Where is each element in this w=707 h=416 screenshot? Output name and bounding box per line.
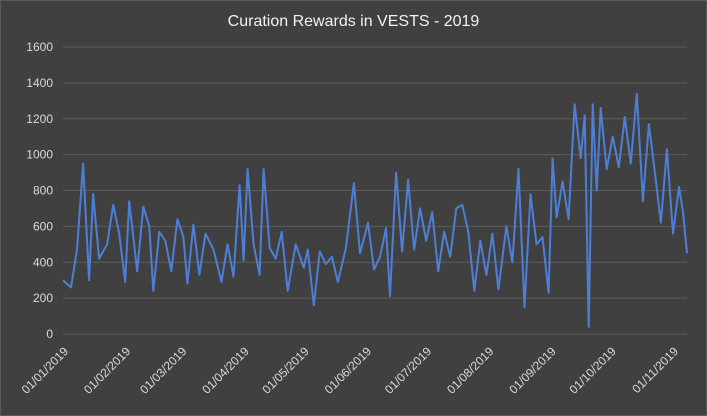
series-line <box>62 92 688 328</box>
x-tick-label: 01/10/2019 <box>567 344 620 397</box>
y-tick-label: 1000 <box>26 148 53 162</box>
y-tick-label: 1200 <box>26 112 53 126</box>
y-tick-label: 800 <box>33 184 53 198</box>
x-tick-label: 01/06/2019 <box>322 344 375 397</box>
y-tick-label: 1600 <box>26 40 53 54</box>
x-tick-label: 01/11/2019 <box>629 344 681 396</box>
x-tick-label: 01/04/2019 <box>199 344 252 397</box>
x-tick-label: 01/02/2019 <box>81 344 134 397</box>
y-tick-label: 400 <box>33 255 53 269</box>
x-tick-label: 01/09/2019 <box>506 344 559 397</box>
chart-title: Curation Rewards in VESTS - 2019 <box>227 13 480 30</box>
x-tick-label: 01/07/2019 <box>382 344 435 397</box>
y-tick-label: 600 <box>33 219 53 233</box>
y-tick-label: 1400 <box>26 76 53 90</box>
x-tick-label: 01/03/2019 <box>137 344 190 397</box>
x-tick-label: 01/01/2019 <box>19 344 72 397</box>
y-tick-label: 200 <box>33 291 53 305</box>
y-tick-label: 0 <box>46 327 53 341</box>
x-tick-label: 01/08/2019 <box>444 344 497 397</box>
x-tick-label: 01/05/2019 <box>260 344 313 397</box>
